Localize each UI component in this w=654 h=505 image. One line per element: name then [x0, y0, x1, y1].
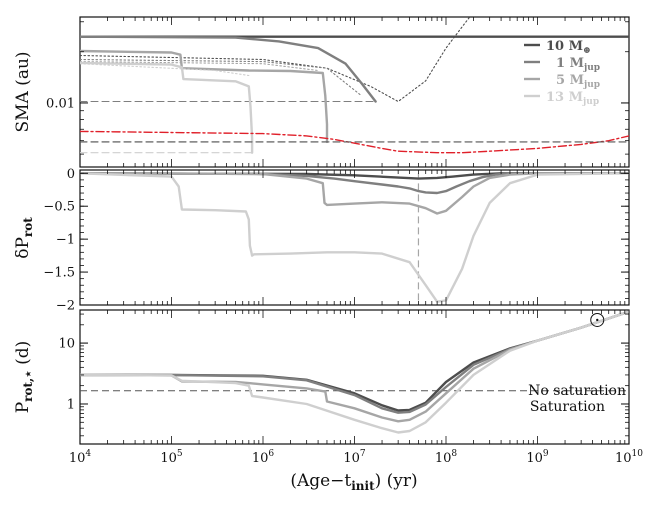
x-label-main: (Age−t — [290, 471, 351, 491]
prot-ytick-label: 1 — [67, 397, 75, 412]
prot-y-axis-label: Prot,⋆ (d) — [13, 341, 35, 414]
prot-y-label-tail: (d) — [13, 341, 33, 371]
prot-panel-frame — [79, 309, 630, 445]
dprot-y-label-main: δP — [13, 237, 33, 259]
xtick-label-exp: 6 — [268, 449, 274, 459]
xtick-label-base: 10 — [252, 451, 269, 466]
prot-series-layer — [80, 310, 629, 434]
dprot-y-label-sub: rot — [21, 217, 35, 237]
legend-label-1-mjup: 1 Mjup — [556, 56, 600, 73]
xtick-label-base: 10 — [435, 451, 452, 466]
legend-sub-10-mearth: ⊕ — [583, 46, 591, 56]
sma-series-1-m-jup — [80, 35, 377, 103]
dprot-series-10-m-earth — [80, 172, 629, 180]
legend-sub-1-mjup: jup — [583, 63, 600, 73]
xtick-label-exp: 5 — [177, 449, 183, 459]
sma-ytick-label: 0.01 — [46, 96, 75, 111]
xtick-label-base: 10 — [160, 451, 177, 466]
x-label-tail: ) (yr) — [375, 471, 418, 491]
sma-series-13-m-jup-tide-only — [80, 63, 250, 77]
xtick-label-base: 10 — [615, 451, 632, 466]
legend-label-5-mjup: 5 Mjup — [556, 73, 600, 90]
sma-series-5-m-jup-tide-only — [80, 61, 319, 72]
legend-label-10-mearth: 10 M⊕ — [546, 39, 591, 56]
saturation-label: Saturation — [530, 399, 605, 415]
prot-sun-marker — [590, 312, 605, 327]
no-saturation-label: No saturation — [528, 383, 626, 399]
sma-series-corotation — [80, 130, 629, 154]
dprot-series-layer — [80, 172, 629, 303]
sma-series-5-m-jup — [80, 49, 329, 144]
xtick-label-exp: 7 — [360, 449, 366, 459]
dprot-ytick-label: −1 — [56, 233, 75, 248]
xtick-label: 1010 — [615, 449, 643, 466]
xtick-label-base: 10 — [526, 451, 543, 466]
dprot-ytick-label: 0 — [67, 167, 75, 182]
sma-series-13-m-jup — [80, 61, 254, 154]
dprot-ytick-label: −0.5 — [43, 200, 75, 215]
x-label-sub: init — [351, 479, 375, 493]
xtick-label-exp: 10 — [632, 449, 644, 459]
sma-series-10-m-earth-tide-only — [80, 17, 471, 103]
legend: 10 M⊕ 1 Mjup 5 Mjup 13 Mjup — [524, 39, 600, 107]
xtick-label: 106 — [252, 449, 275, 466]
prot-ytick-label: 10 — [58, 337, 75, 352]
sma-y-axis-label: SMA (au) — [13, 51, 33, 132]
xtick-label: 107 — [343, 449, 366, 466]
dprot-series-5-m-jup — [80, 172, 629, 215]
dprot-ytick-label: −1.5 — [43, 266, 75, 281]
dprot-y-axis-label: δProt — [13, 217, 35, 259]
sma-series-layer — [80, 17, 629, 154]
xtick-label-exp: 4 — [85, 449, 91, 459]
xtick-label: 105 — [160, 449, 183, 466]
legend-text-5-mjup: 5 M — [556, 73, 584, 88]
prot-y-label-sub: rot,⋆ — [21, 370, 35, 402]
legend-sub-5-mjup: jup — [583, 80, 600, 90]
dprot-series-13-m-jup — [80, 172, 629, 303]
xtick-label-exp: 8 — [451, 449, 457, 459]
xtick-label: 104 — [69, 449, 92, 466]
legend-text-13-mjup: 13 M — [546, 90, 583, 105]
xtick-label: 109 — [526, 449, 549, 466]
x-axis-label: (Age−tinit) (yr) — [290, 471, 417, 493]
xtick-label-exp: 9 — [543, 449, 549, 459]
legend-text-10-mearth: 10 M — [546, 39, 583, 54]
xtick-label-base: 10 — [69, 451, 86, 466]
xtick-label-base: 10 — [343, 451, 360, 466]
dprot-ytick-label: −2 — [56, 299, 75, 314]
sma-series-1-m-jup-tide-only — [80, 58, 363, 97]
xtick-label: 108 — [435, 449, 458, 466]
legend-text-1-mjup: 1 M — [556, 56, 584, 71]
dprot-panel-frame — [79, 169, 630, 306]
prot-sun-marker-dot — [596, 318, 599, 322]
dprot-series-1-m-jup — [80, 172, 629, 195]
prot-series-5-m-jup — [80, 310, 629, 423]
legend-sub-13-mjup: jup — [582, 97, 599, 107]
prot-series-13-m-jup — [80, 310, 629, 434]
legend-label-13-mjup: 13 Mjup — [546, 90, 599, 107]
prot-y-label-main: P — [13, 402, 33, 413]
